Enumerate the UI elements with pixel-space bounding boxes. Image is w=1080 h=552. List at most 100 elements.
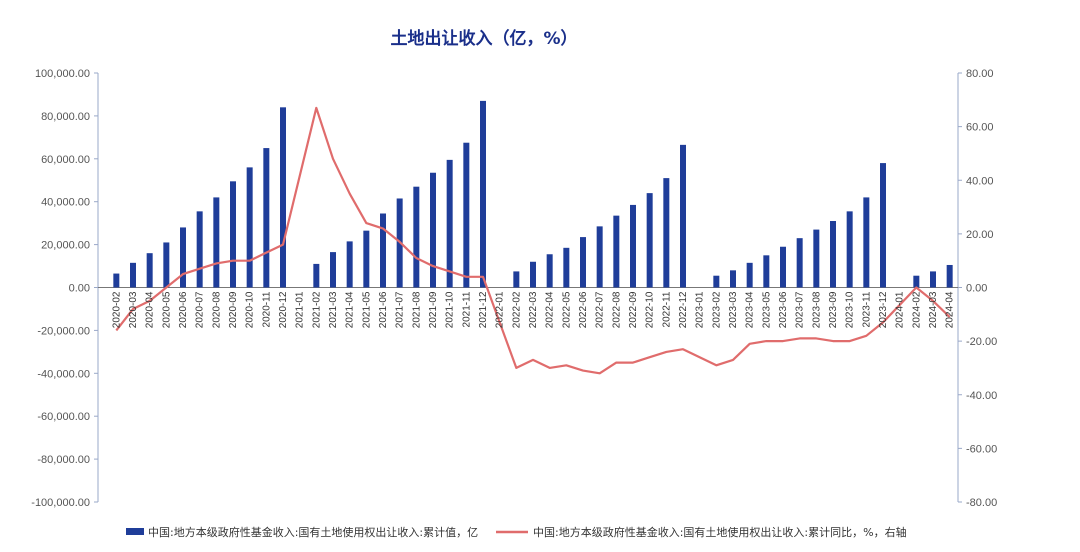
left-tick-label: -80,000.00: [37, 454, 90, 466]
left-tick-label: 60,000.00: [41, 154, 90, 166]
x-tick-label: 2023-03: [728, 291, 739, 328]
x-tick-label: 2022-04: [545, 291, 556, 328]
x-tick-label: 2022-03: [528, 291, 539, 328]
x-tick-label: 2022-12: [678, 291, 689, 328]
left-tick-label: -60,000.00: [37, 411, 90, 423]
bar: [646, 193, 653, 288]
right-tick-label: 80.00: [966, 68, 994, 80]
bar: [680, 144, 686, 288]
bar: [546, 254, 553, 288]
x-tick-label: 2022-11: [661, 291, 672, 327]
bar-series: [113, 100, 953, 288]
x-tick-label: 2020-04: [145, 291, 156, 328]
legend-line-label: 中国:地方本级政府性基金收入:国有土地使用权出让收入:累计同比，%，右轴: [533, 525, 907, 539]
axes: 100,000.00 80,000.00 60,000.00 40,000.00 20,…: [31, 68, 997, 509]
bar: [463, 142, 470, 288]
bar: [263, 148, 270, 288]
x-tick-label: 2024-02: [911, 291, 922, 328]
bar: [930, 271, 936, 288]
x-tick-label: 2021-09: [428, 291, 439, 328]
x-tick-label: 2022-02: [511, 291, 522, 328]
bar: [830, 221, 836, 288]
x-tick-label: 2023-05: [761, 291, 772, 328]
bar: [746, 262, 753, 288]
left-tick-label: 100,000.00: [35, 68, 90, 80]
bar: [813, 229, 820, 288]
x-tick-label: 2021-01: [295, 291, 306, 328]
bar: [513, 271, 520, 288]
x-tick-label: 2022-01: [495, 291, 506, 328]
x-tick-label: 2022-05: [561, 291, 572, 328]
watermark-logo-icon: [12, 522, 32, 542]
x-tick-label: 2022-09: [628, 291, 639, 328]
watermark-text: 大数据钱皓: [52, 525, 117, 541]
yoy-line: [115, 106, 951, 375]
bar: [730, 270, 736, 288]
x-tick-label: 2023-11: [861, 291, 872, 327]
right-tick-label: -80.00: [966, 497, 997, 509]
x-tick-label: 2020-07: [195, 291, 206, 328]
left-tick-label: -20,000.00: [37, 325, 90, 337]
bar: [330, 252, 336, 288]
bar: [596, 226, 603, 288]
line-series: [115, 106, 951, 375]
legend-bar-label: 中国:地方本级政府性基金收入:国有土地使用权出让收入:累计值，亿: [148, 525, 478, 539]
x-tick-label: 2021-07: [395, 291, 406, 328]
bar: [380, 213, 386, 288]
left-tick-label: 80,000.00: [41, 111, 90, 123]
x-tick-label: 2020-09: [228, 291, 239, 328]
x-tick-label: 2023-06: [778, 291, 789, 328]
bar: [196, 211, 203, 288]
bar: [146, 253, 153, 288]
left-tick-label: 0.00: [69, 283, 90, 295]
bar: [713, 275, 720, 288]
bar: [363, 230, 370, 288]
right-tick-label: 0.00: [966, 283, 987, 295]
bar: [246, 167, 253, 288]
bar: [630, 204, 636, 288]
x-tick-label: 2023-10: [845, 291, 856, 328]
bar: [880, 163, 886, 288]
bar: [563, 247, 570, 288]
left-tick-label: -100,000.00: [31, 497, 90, 509]
bar: [846, 211, 853, 288]
right-tick-label: 60.00: [966, 122, 994, 134]
x-tick-label: 2021-08: [411, 291, 422, 328]
bar: [863, 197, 870, 288]
bar: [213, 197, 220, 288]
x-tick-label: 2020-08: [211, 291, 222, 328]
bar: [946, 264, 953, 288]
bar: [180, 227, 186, 288]
x-tick-label: 2021-11: [461, 291, 472, 327]
x-tick-label: 2020-02: [111, 291, 122, 328]
watermark: 大数据钱皓: [12, 522, 117, 542]
x-tick-label: 2020-03: [128, 291, 139, 328]
bar: [913, 275, 920, 288]
x-tick-label: 2020-10: [245, 291, 256, 328]
x-tick-label: 2021-04: [345, 291, 356, 328]
x-tick-label: 2021-10: [445, 291, 456, 328]
bar: [413, 186, 420, 288]
x-tick-label: 2022-10: [645, 291, 656, 328]
bar: [663, 178, 670, 288]
x-tick-label: 2024-01: [895, 291, 906, 328]
bar: [230, 181, 236, 288]
left-tick-label: 40,000.00: [41, 197, 90, 209]
x-tick-label: 2024-03: [928, 291, 939, 328]
bar: [780, 246, 786, 288]
bar: [446, 159, 453, 288]
bar: [313, 263, 320, 288]
legend: 中国:地方本级政府性基金收入:国有土地使用权出让收入:累计值，亿 中国:地方本级…: [126, 525, 907, 539]
bar: [346, 241, 353, 288]
bar: [430, 172, 436, 288]
bar: [530, 261, 536, 288]
x-tick-label: 2020-11: [261, 291, 272, 327]
x-tick-label: 2023-12: [878, 291, 889, 328]
x-tick-label: 2022-06: [578, 291, 589, 328]
x-tick-label: 2021-03: [328, 291, 339, 328]
right-tick-label: -40.00: [966, 390, 997, 402]
bar: [113, 273, 120, 288]
right-tick-label: 40.00: [966, 175, 994, 187]
left-tick-label: 20,000.00: [41, 240, 90, 252]
